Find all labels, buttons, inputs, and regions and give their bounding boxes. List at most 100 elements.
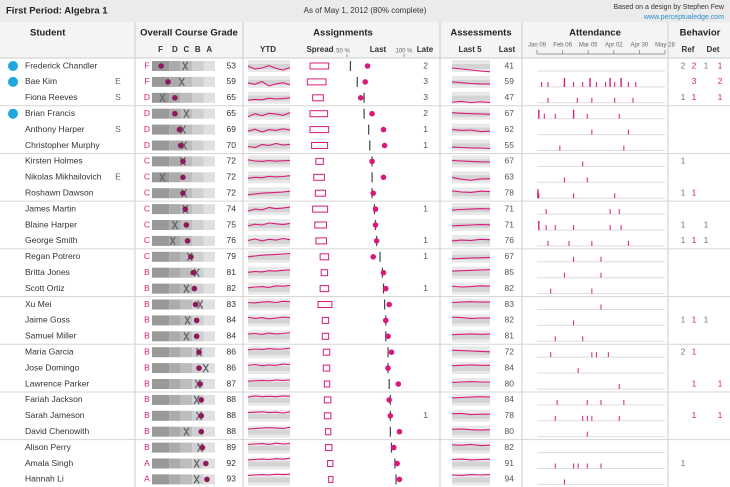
behavior-count: 1 [704, 219, 709, 229]
last5-spark-band [452, 64, 490, 69]
spread-box [322, 348, 331, 356]
behavior-count: 1 [718, 410, 723, 420]
attendance-tick-label: May 28 [655, 43, 675, 49]
prior-grade [183, 427, 190, 437]
letter-grade: B [144, 331, 150, 341]
last5-spark [451, 176, 491, 181]
grade-band [169, 172, 181, 183]
assessments-header: Assessments [450, 28, 511, 39]
grade-band [152, 108, 170, 119]
grade-letter: B [195, 45, 201, 54]
prior-grade [159, 93, 166, 103]
late: 1 [423, 235, 428, 245]
attendance-header: Attendance [569, 28, 621, 39]
behavior-count: 1 [718, 92, 723, 102]
last5-spark [451, 301, 491, 304]
grade-band [169, 363, 181, 374]
grade-band [169, 474, 181, 485]
last-assignment [385, 333, 391, 340]
letter-grade: D [144, 140, 150, 150]
grade-band [192, 220, 204, 230]
assessment-last: 76 [505, 235, 515, 245]
grade-value: 86 [227, 346, 237, 356]
letter-grade: C [144, 251, 150, 261]
spread-header: Spread [306, 45, 333, 54]
ytd-spark-band [248, 270, 290, 276]
last-assignment [373, 238, 380, 244]
grade-band [180, 347, 193, 358]
as-of: As of May 1, 2012 (80% complete) [304, 6, 427, 15]
grade-band [180, 442, 193, 453]
ytd-spark [247, 190, 291, 196]
ytd-header: YTD [260, 45, 276, 54]
ytd-spark [247, 426, 291, 430]
language: S [115, 92, 121, 102]
prior-grade [202, 363, 209, 373]
spread-box [319, 253, 330, 261]
prior-grade [193, 268, 200, 278]
grade-dot [204, 476, 210, 483]
grade-band [203, 331, 215, 342]
grade-band [192, 140, 204, 151]
last5-spark [451, 458, 491, 461]
grade-band [192, 235, 204, 246]
ytd-spark-band [248, 413, 290, 419]
grade-value: 88 [227, 426, 237, 436]
grade-value: 65 [227, 92, 237, 102]
last5-spark-band [452, 397, 490, 403]
assessment-last: 71 [505, 203, 515, 213]
ytd-spark [247, 332, 291, 335]
grade-value: 70 [227, 140, 237, 150]
last5-spark-band [452, 143, 490, 149]
grade-band [203, 172, 215, 183]
last5-spark-band [452, 318, 490, 324]
last-assignment [395, 381, 402, 387]
ytd-spark-band [248, 238, 290, 244]
letter-grade: B [144, 394, 150, 404]
grade-dot [196, 349, 202, 356]
ytd-spark [247, 379, 291, 382]
student-name: Britta Jones [25, 267, 70, 277]
grade-dot [188, 253, 194, 260]
grade-band [152, 188, 170, 199]
prior-grade [171, 220, 178, 230]
letter-grade: C [144, 203, 150, 213]
last-assignment [362, 79, 369, 85]
grade-dot [191, 285, 198, 292]
spread-box [328, 475, 334, 483]
last5-spark [451, 474, 491, 476]
language: S [115, 124, 121, 134]
behavior-count: 1 [681, 92, 686, 102]
spread-box [315, 157, 324, 165]
grade-band [203, 220, 215, 230]
student-name: Brian Francis [25, 108, 75, 118]
behavior-count: 1 [692, 235, 697, 245]
letter-grade: B [144, 267, 150, 277]
behavior-count: 2 [681, 346, 686, 356]
url[interactable]: www.perceptualedge.com [643, 14, 724, 21]
letter-grade: A [144, 474, 150, 484]
last5-spark-band [452, 477, 490, 483]
grade-band [169, 379, 181, 389]
grade-band [203, 188, 215, 199]
grade-band [180, 410, 193, 421]
last-assignment [380, 174, 387, 181]
ytd-spark [247, 206, 291, 212]
ytd-spark [247, 395, 291, 398]
grade-value: 83 [227, 299, 237, 309]
assignments-header: Assignments [313, 28, 373, 39]
last5-spark [451, 208, 491, 211]
letter-grade: B [144, 426, 150, 436]
last5-spark [451, 190, 491, 193]
ytd-spark-band [248, 477, 290, 483]
last5-spark [451, 428, 491, 431]
last5-header: Last 5 [458, 45, 482, 54]
grade-band [180, 251, 193, 262]
spread-box [323, 412, 332, 420]
student-name: Fariah Jackson [25, 394, 83, 404]
grade-band [203, 251, 215, 262]
letter-grade: C [144, 235, 150, 245]
grade-band [152, 156, 170, 167]
grade-band [180, 379, 193, 389]
grade-band [152, 458, 170, 469]
